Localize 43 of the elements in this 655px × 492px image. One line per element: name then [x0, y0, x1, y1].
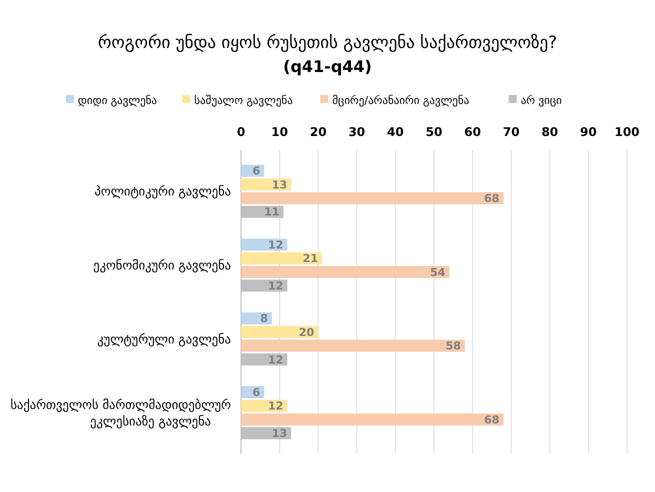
- data-label: 13: [272, 427, 288, 440]
- bar: [241, 340, 465, 352]
- bar: [241, 414, 504, 426]
- data-label: 68: [484, 413, 500, 426]
- x-tick-label: 50: [426, 125, 442, 139]
- data-label: 13: [272, 178, 288, 192]
- chart-title: როგორი უნდა იყოს რუსეთის გავლენა საქართველოზე?: [98, 33, 558, 53]
- x-tick-label: 60: [464, 125, 481, 139]
- data-label: 12: [268, 279, 284, 292]
- y-tick-label: პოლიტიკური გავლენა: [94, 184, 231, 199]
- data-label: 12: [268, 400, 284, 413]
- legend-label: არ ვიცი: [520, 94, 562, 107]
- x-tick-label: 40: [387, 125, 404, 139]
- data-label: 12: [268, 353, 284, 366]
- data-label: 68: [484, 192, 500, 206]
- data-label: 21: [302, 252, 318, 266]
- x-tick-label: 90: [580, 125, 597, 139]
- y-tick-label: ეკონომიკური გავლენა: [93, 257, 231, 272]
- x-tick-label: 20: [310, 125, 327, 139]
- data-label: 58: [446, 340, 461, 353]
- bar: [241, 192, 504, 204]
- bar: [241, 266, 450, 278]
- bar: [241, 326, 318, 338]
- legend-label: მცირე/არანაირი გავლენა: [332, 94, 470, 107]
- chart-subtitle: (q41-q44): [283, 57, 372, 76]
- data-label: 12: [268, 238, 284, 252]
- x-tick-label: 70: [502, 125, 520, 139]
- x-tick-label: 30: [348, 125, 366, 139]
- data-label: 11: [264, 206, 280, 219]
- bar: [241, 252, 322, 264]
- x-tick-label: 80: [541, 125, 558, 139]
- y-tick-label: საქართველოს მართლმადიდებლურ ეკლესიაზე გავლენა: [10, 397, 232, 428]
- data-label: 20: [298, 326, 315, 339]
- x-tick-label: 10: [271, 125, 288, 139]
- legend-label: საშუალო გავლენა: [194, 94, 294, 107]
- data-label: 6: [252, 164, 261, 178]
- legend-label: დიდი გავლენა: [78, 94, 158, 107]
- y-tick-label: კულტურული გავლენა: [97, 331, 231, 346]
- data-label: 8: [260, 312, 268, 326]
- x-tick-label: 0: [236, 125, 246, 139]
- x-tick-label: 100: [614, 125, 640, 139]
- data-label: 54: [430, 266, 446, 279]
- data-label: 6: [252, 386, 261, 399]
